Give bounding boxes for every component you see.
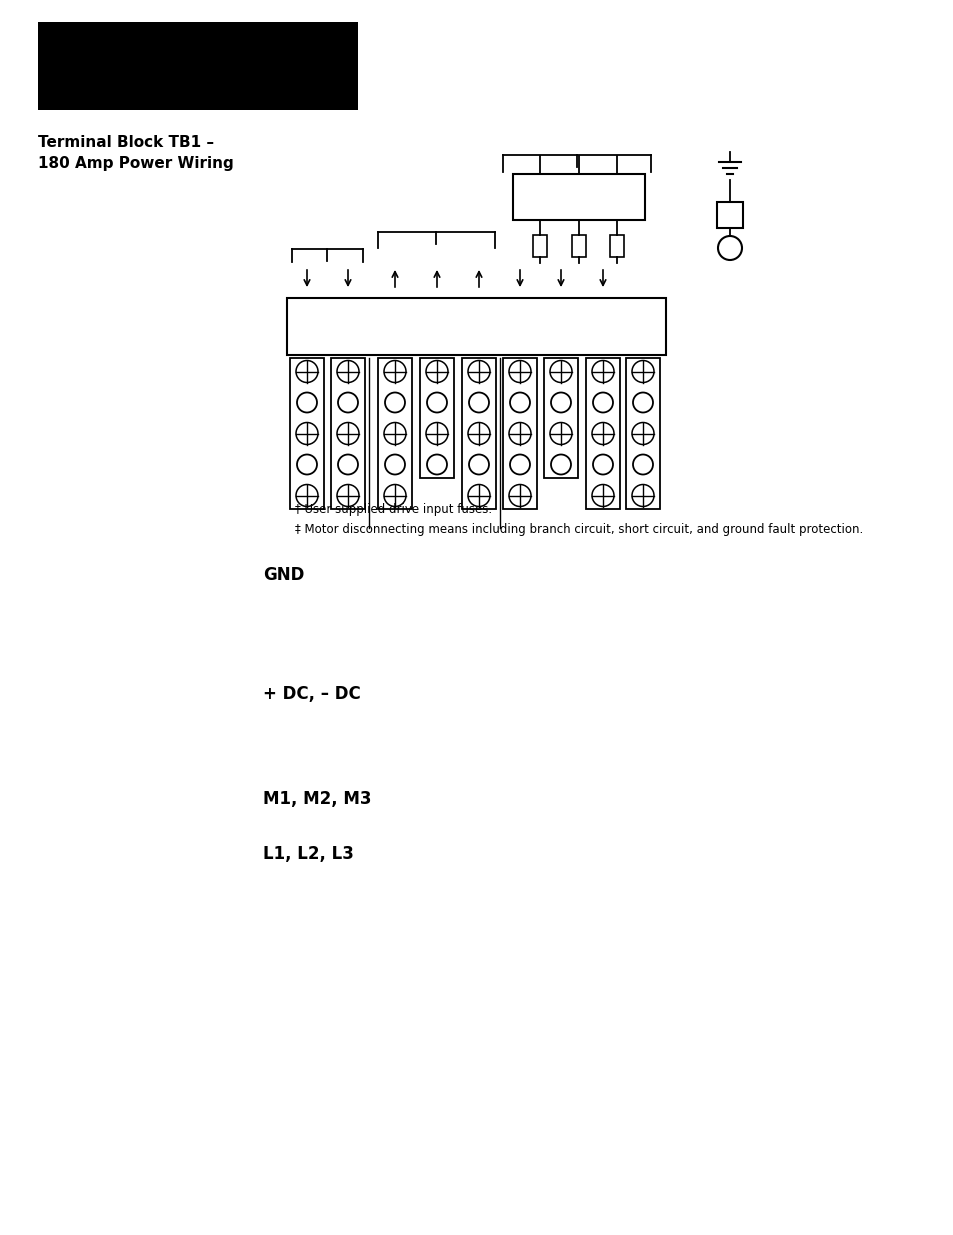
Bar [513, 174, 644, 220]
Text: + DC, – DC: + DC, – DC [263, 685, 360, 703]
Bar [419, 358, 454, 478]
Bar [533, 235, 546, 257]
Bar [585, 358, 619, 509]
Bar [331, 358, 365, 509]
Bar [609, 235, 623, 257]
Bar [543, 358, 578, 478]
Text: M1, M2, M3: M1, M2, M3 [263, 790, 371, 808]
Text: † User supplied drive input fuses.: † User supplied drive input fuses. [294, 503, 492, 516]
Text: GND: GND [263, 566, 304, 584]
Bar [461, 358, 496, 509]
Bar [572, 235, 585, 257]
Text: ‡ Motor disconnecting means including branch circuit, short circuit, and ground : ‡ Motor disconnecting means including br… [294, 522, 862, 536]
Bar [38, 22, 357, 110]
Bar [287, 298, 665, 354]
Text: Terminal Block TB1 –
180 Amp Power Wiring: Terminal Block TB1 – 180 Amp Power Wirin… [38, 135, 233, 170]
Bar [625, 358, 659, 509]
Bar [717, 203, 742, 228]
Text: L1, L2, L3: L1, L2, L3 [263, 845, 354, 863]
Bar [502, 358, 537, 509]
Bar [290, 358, 324, 509]
Bar [377, 358, 412, 509]
